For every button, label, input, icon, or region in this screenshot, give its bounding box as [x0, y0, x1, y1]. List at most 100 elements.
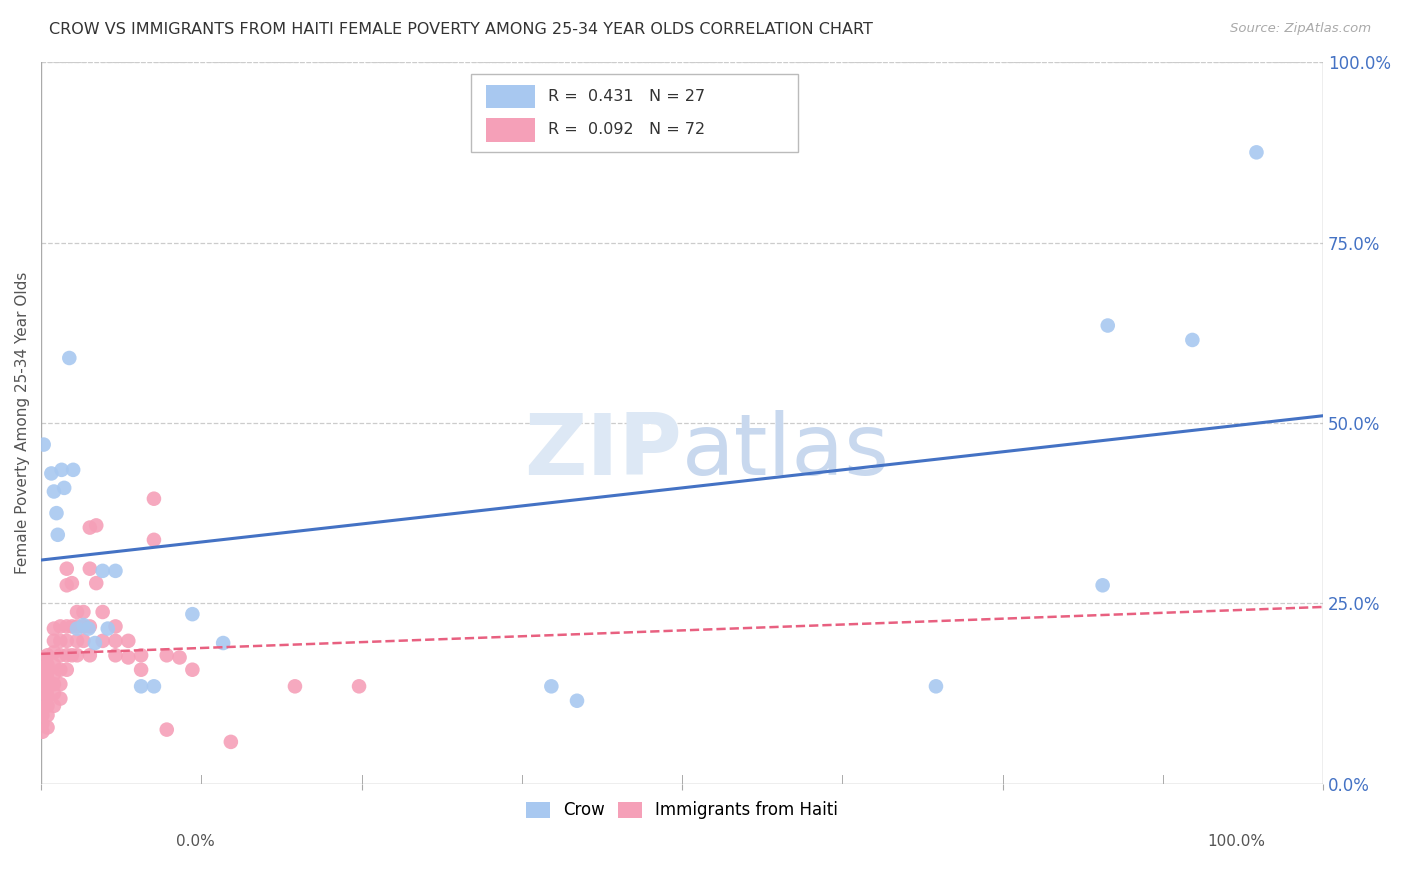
Point [1097, 318, 1119, 333]
Point [1181, 333, 1204, 347]
Point [42, 633, 65, 648]
Point [142, 679, 165, 693]
Point [49, 619, 72, 633]
Point [46, 528, 69, 542]
Point [347, 679, 370, 693]
Point [169, 650, 191, 665]
Point [42, 645, 65, 659]
Point [129, 679, 152, 693]
Point [925, 679, 948, 693]
Point [104, 648, 127, 663]
Point [31, 708, 53, 723]
Point [142, 491, 165, 506]
Point [66, 605, 89, 619]
Point [37, 721, 59, 735]
Point [66, 622, 89, 636]
Point [49, 691, 72, 706]
Point [104, 619, 127, 633]
Point [66, 648, 89, 663]
Text: Source: ZipAtlas.com: Source: ZipAtlas.com [1230, 22, 1371, 36]
Text: R =  0.431   N = 27: R = 0.431 N = 27 [547, 88, 704, 103]
Point [42, 687, 65, 701]
Point [58, 351, 80, 365]
Point [62, 463, 84, 477]
Bar [486, 119, 534, 142]
Point [60, 619, 83, 633]
Text: 100.0%: 100.0% [1208, 834, 1265, 849]
Point [55, 633, 77, 648]
Point [37, 672, 59, 686]
Point [42, 484, 65, 499]
Point [42, 677, 65, 691]
Point [79, 562, 101, 576]
Text: 0.0%: 0.0% [176, 834, 215, 849]
Point [84, 518, 107, 533]
Point [129, 663, 152, 677]
Point [84, 576, 107, 591]
Point [42, 622, 65, 636]
Point [284, 679, 307, 693]
Point [45, 506, 67, 520]
Point [79, 619, 101, 633]
Point [49, 648, 72, 663]
Point [156, 723, 179, 737]
Point [37, 657, 59, 672]
Text: ZIP: ZIP [524, 410, 682, 493]
Point [31, 682, 53, 697]
Point [55, 578, 77, 592]
FancyBboxPatch shape [471, 74, 797, 153]
Point [31, 694, 53, 708]
Point [55, 648, 77, 663]
Point [31, 661, 53, 675]
Point [72, 619, 94, 633]
Point [60, 648, 83, 663]
Point [51, 463, 73, 477]
Point [156, 648, 179, 663]
Point [91, 633, 114, 648]
Text: R =  0.092   N = 72: R = 0.092 N = 72 [547, 122, 704, 137]
Point [181, 607, 204, 622]
Point [540, 679, 562, 693]
Point [84, 636, 107, 650]
Point [31, 672, 53, 686]
Point [49, 633, 72, 648]
Point [91, 564, 114, 578]
Bar [486, 85, 534, 108]
Point [60, 576, 83, 591]
Point [37, 665, 59, 679]
Point [41, 467, 63, 481]
Point [117, 633, 139, 648]
Point [49, 677, 72, 691]
Point [212, 636, 235, 650]
Point [219, 735, 242, 749]
Point [31, 716, 53, 731]
Point [565, 694, 588, 708]
Point [1091, 578, 1114, 592]
Point [91, 605, 114, 619]
Point [72, 618, 94, 632]
Point [32, 437, 55, 451]
Point [97, 622, 120, 636]
Point [42, 657, 65, 672]
Point [66, 619, 89, 633]
Point [37, 708, 59, 723]
Point [77, 622, 100, 636]
Point [142, 533, 165, 547]
Point [72, 605, 94, 619]
Point [53, 481, 76, 495]
Point [31, 650, 53, 665]
Point [1246, 145, 1268, 160]
Point [49, 663, 72, 677]
Point [55, 663, 77, 677]
Point [55, 562, 77, 576]
Point [104, 564, 127, 578]
Point [37, 648, 59, 663]
Point [117, 650, 139, 665]
Point [31, 701, 53, 715]
Text: CROW VS IMMIGRANTS FROM HAITI FEMALE POVERTY AMONG 25-34 YEAR OLDS CORRELATION C: CROW VS IMMIGRANTS FROM HAITI FEMALE POV… [49, 22, 873, 37]
Y-axis label: Female Poverty Among 25-34 Year Olds: Female Poverty Among 25-34 Year Olds [15, 272, 30, 574]
Point [37, 698, 59, 713]
Point [79, 648, 101, 663]
Point [31, 724, 53, 739]
Point [66, 633, 89, 648]
